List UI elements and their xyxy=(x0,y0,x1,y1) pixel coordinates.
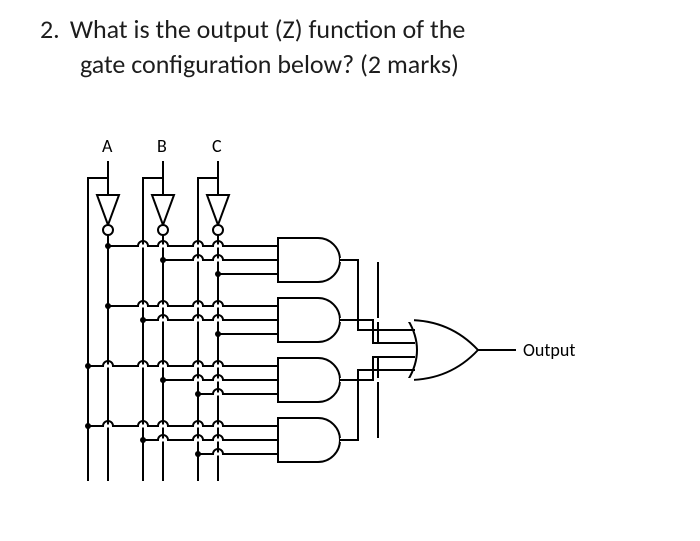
question-line1: What is the output (Z) function of the xyxy=(70,13,465,45)
input-label-A: A xyxy=(102,140,113,157)
and-gate-G3 xyxy=(278,358,340,402)
question-number: 2. xyxy=(40,12,64,47)
question-line2: gate configuration below? (2 marks) xyxy=(80,47,672,82)
or-gate xyxy=(408,320,478,380)
output-label: Output xyxy=(523,339,575,361)
question-text: 2. What is the output (Z) function of th… xyxy=(40,12,672,82)
input-label-C: C xyxy=(212,140,222,157)
input-label-B: B xyxy=(157,140,167,157)
and-gate-G2 xyxy=(278,298,340,342)
logic-circuit-diagram: A B C Output xyxy=(78,140,638,525)
circuit-svg: A B C Output xyxy=(78,140,638,520)
and-gate-G4 xyxy=(278,418,340,462)
and-gate-G1 xyxy=(278,238,340,282)
